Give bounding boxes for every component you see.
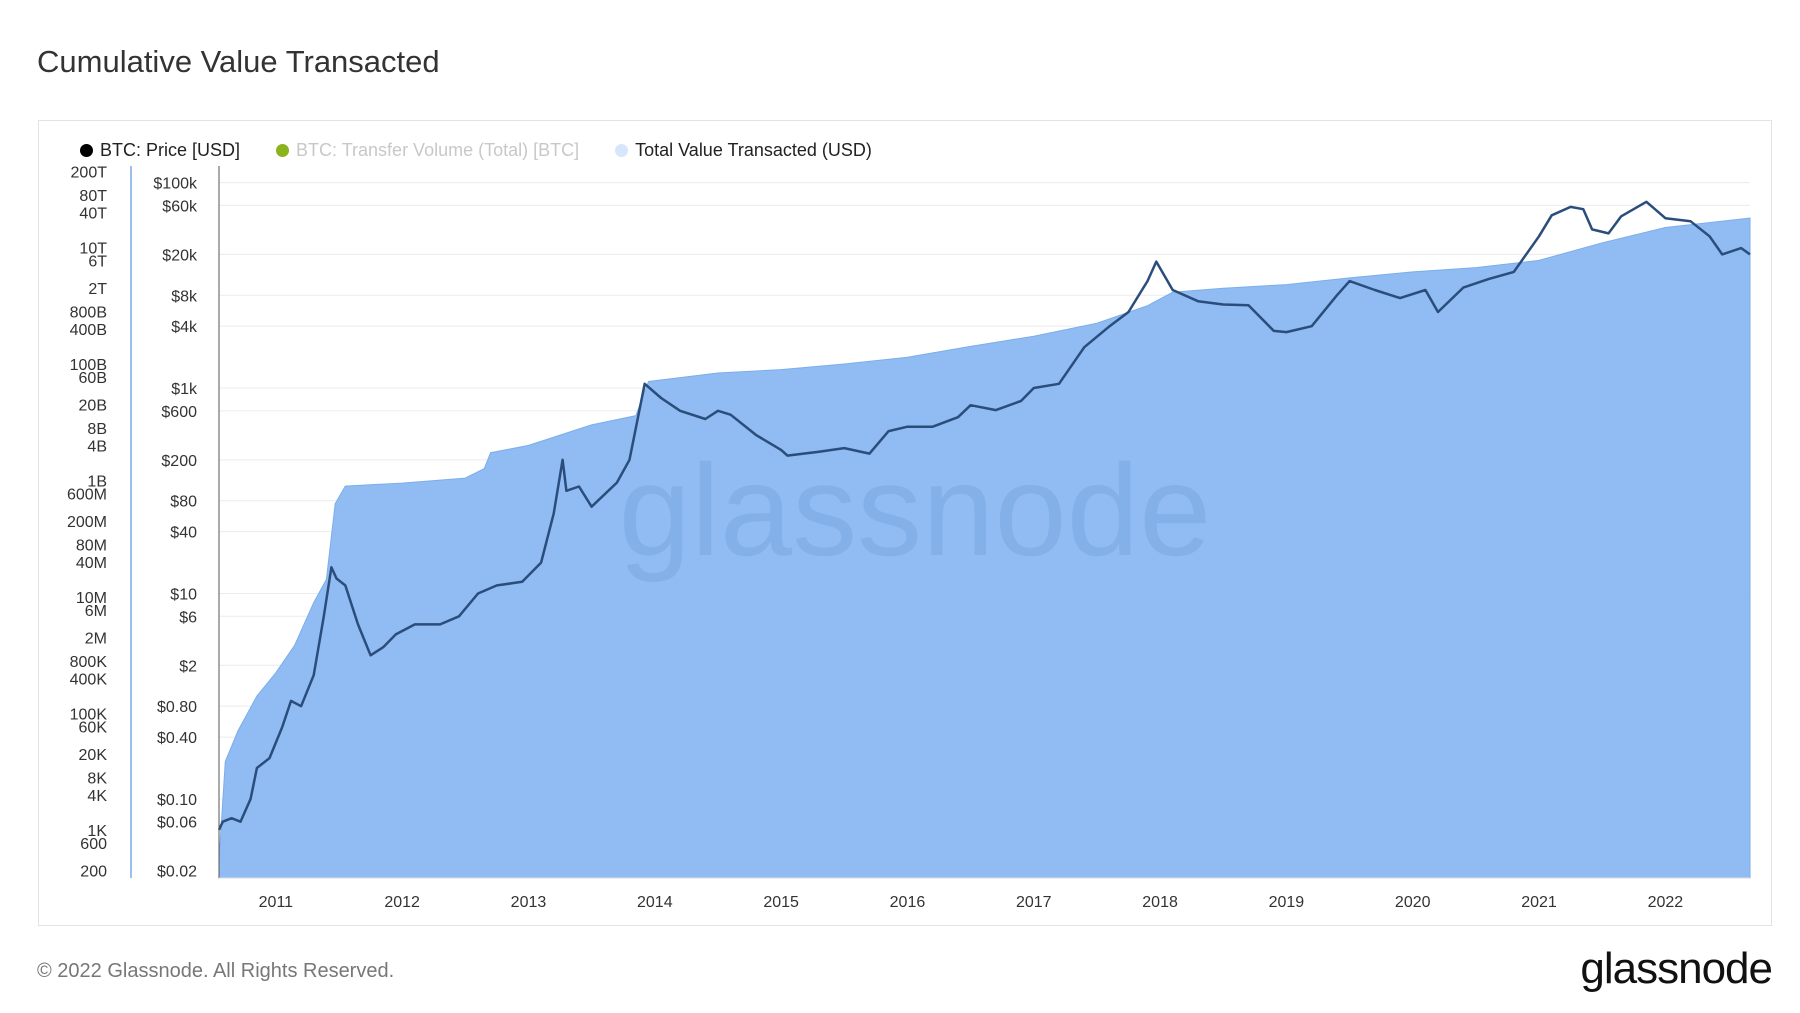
right-tick-label-10: $10 xyxy=(170,586,197,603)
right-tick-label-14: $0.40 xyxy=(157,730,197,747)
legend-label-price: BTC: Price [USD] xyxy=(100,139,241,160)
watermark: glassnode xyxy=(619,437,1212,583)
left-tick-label-30: 200 xyxy=(80,864,107,881)
right-tick-label-6: $600 xyxy=(161,404,197,421)
left-tick-label-10: 20B xyxy=(79,398,107,415)
legend-dot-transfer-volume-icon xyxy=(276,143,290,157)
page-title: Cumulative Value Transacted xyxy=(37,44,440,79)
left-tick-label-16: 80M xyxy=(76,537,107,554)
left-tick-label-4: 6T xyxy=(88,253,107,270)
legend-dot-price-icon xyxy=(80,143,93,157)
right-tick-label-4: $4k xyxy=(171,319,198,336)
x-tick-label-2: 2013 xyxy=(511,894,547,911)
legend-label-total-value: Total Value Transacted (USD) xyxy=(635,139,872,160)
right-tick-label-1: $60k xyxy=(162,198,198,215)
right-tick-label-2: $20k xyxy=(162,247,198,264)
right-tick-label-12: $2 xyxy=(179,658,197,675)
total-value-area xyxy=(218,217,1751,879)
chart-frame xyxy=(38,120,1772,926)
left-tick-label-1: 80T xyxy=(79,188,107,205)
left-tick-label-15: 200M xyxy=(67,514,107,531)
right-tick-label-5: $1k xyxy=(171,381,198,398)
right-tick-label-11: $6 xyxy=(179,609,197,626)
x-axis-ticks: 2011 2012 2013 2014 2015 2016 2017 2018 2019 2020… xyxy=(259,894,1684,911)
left-tick-label-21: 800K xyxy=(70,654,108,671)
axes xyxy=(130,166,1750,879)
footer-copyright: © 2022 Glassnode. All Rights Reserved. xyxy=(37,960,395,982)
left-tick-label-7: 400B xyxy=(70,322,107,339)
left-tick-label-5: 2T xyxy=(88,281,107,298)
left-tick-label-20: 2M xyxy=(85,631,107,648)
right-tick-label-16: $0.06 xyxy=(157,815,197,832)
legend-item-total-value[interactable]: Total Value Transacted (USD) xyxy=(615,140,872,161)
left-tick-label-2: 40T xyxy=(79,205,107,222)
left-tick-label-23: 100K xyxy=(70,706,108,723)
left-tick-label-9: 60B xyxy=(79,370,107,387)
right-tick-label-7: $200 xyxy=(161,453,197,470)
left-tick-label-22: 400K xyxy=(70,671,108,688)
left-tick-label-26: 8K xyxy=(87,770,107,787)
legend: BTC: Price [USD] BTC: Transfer Volume (T… xyxy=(80,138,872,162)
left-tick-label-25: 20K xyxy=(79,747,108,764)
left-tick-label-0: 200T xyxy=(71,165,108,182)
left-tick-label-19: 6M xyxy=(85,603,107,620)
left-tick-label-17: 40M xyxy=(76,555,107,572)
left-tick-label-3: 10T xyxy=(79,240,107,257)
right-tick-label-8: $80 xyxy=(170,494,197,511)
price-line xyxy=(217,200,1751,831)
x-tick-label-6: 2017 xyxy=(1016,894,1052,911)
x-tick-label-11: 2022 xyxy=(1648,894,1684,911)
x-tick-label-3: 2014 xyxy=(637,894,673,911)
left-tick-label-24: 60K xyxy=(79,719,108,736)
left-tick-label-12: 4B xyxy=(87,438,107,455)
x-tick-label-4: 2015 xyxy=(763,894,799,911)
right-tick-label-9: $40 xyxy=(170,525,197,542)
x-tick-label-9: 2020 xyxy=(1395,894,1431,911)
left-tick-label-18: 10M xyxy=(76,590,107,607)
total-value-area-path xyxy=(218,217,1751,879)
left-tick-label-28: 1K xyxy=(87,823,107,840)
right-tick-label-13: $0.80 xyxy=(157,699,197,716)
brand-logo[interactable]: glassnode xyxy=(1580,944,1773,993)
legend-label-transfer-volume: BTC: Transfer Volume (Total) [BTC] xyxy=(296,139,580,160)
left-tick-label-8: 100B xyxy=(70,357,107,374)
x-tick-label-10: 2021 xyxy=(1521,894,1557,911)
x-tick-label-0: 2011 xyxy=(259,894,294,911)
left-tick-label-13: 1B xyxy=(87,473,107,490)
legend-dot-total-value-icon xyxy=(615,143,629,157)
x-tick-label-8: 2019 xyxy=(1269,894,1305,911)
right-tick-label-15: $0.10 xyxy=(157,792,197,809)
left-tick-label-14: 600M xyxy=(67,486,107,503)
x-tick-label-7: 2018 xyxy=(1142,894,1178,911)
left-tick-label-11: 8B xyxy=(87,421,107,438)
right-tick-label-0: $100k xyxy=(153,176,198,193)
x-tick-label-1: 2012 xyxy=(384,894,420,911)
left-tick-label-27: 4K xyxy=(87,788,107,805)
left-tick-label-29: 600 xyxy=(80,836,107,853)
legend-item-transfer-volume[interactable]: BTC: Transfer Volume (Total) [BTC] xyxy=(276,140,579,161)
left-tick-label-6: 800B xyxy=(70,304,107,321)
legend-item-price[interactable]: BTC: Price [USD] xyxy=(80,140,240,161)
right-tick-label-17: $0.02 xyxy=(157,864,197,881)
right-tick-label-3: $8k xyxy=(171,288,198,305)
right-axis-ticks: $100k $60k $20k $8k $4k $1k $600 $200 $80 $40 $10 $… xyxy=(153,176,198,881)
x-tick-label-5: 2016 xyxy=(890,894,926,911)
